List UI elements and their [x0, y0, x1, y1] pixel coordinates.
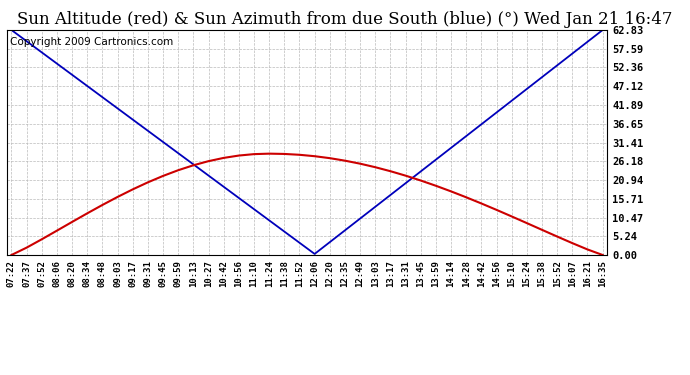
Text: Copyright 2009 Cartronics.com: Copyright 2009 Cartronics.com	[10, 37, 173, 47]
Text: Sun Altitude (red) & Sun Azimuth from due South (blue) (°) Wed Jan 21 16:47: Sun Altitude (red) & Sun Azimuth from du…	[17, 11, 673, 28]
